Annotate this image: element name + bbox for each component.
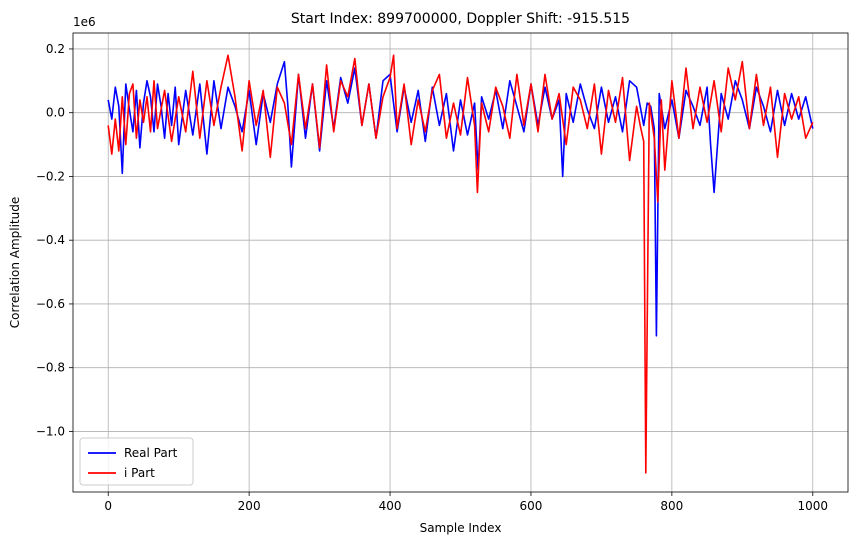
series-line-real-part — [107, 60, 814, 337]
series-lines — [107, 54, 814, 474]
series-line-i-part — [107, 54, 814, 474]
chart-title: Start Index: 899700000, Doppler Shift: -… — [291, 11, 630, 27]
y-axis-offset-label: 1e6 — [73, 15, 96, 29]
y-tick-label: −0.8 — [36, 361, 65, 375]
x-tick-label: 200 — [238, 499, 261, 513]
axis-ticks: 0 200 400 600 800 1000 0.2 0.0 −0.2 −0.4 −0.6 −0.8 −… — [36, 42, 828, 513]
y-tick-label: −1.0 — [36, 424, 65, 438]
grid — [73, 33, 848, 492]
y-tick-label: −0.6 — [36, 297, 65, 311]
x-tick-label: 0 — [104, 499, 112, 513]
plot-frame — [72, 32, 849, 493]
y-tick-label: −0.2 — [36, 169, 65, 183]
x-tick-label: 400 — [379, 499, 402, 513]
y-tick-label: 0.2 — [46, 42, 65, 56]
legend-label: i Part — [124, 466, 155, 480]
y-tick-label: −0.4 — [36, 233, 65, 247]
legend-label: Real Part — [124, 446, 178, 460]
x-tick-label: 600 — [520, 499, 543, 513]
y-axis-label: Correlation Amplitude — [8, 197, 22, 328]
x-axis-label: Sample Index — [420, 521, 502, 535]
legend: Real Part i Part — [79, 437, 194, 486]
x-tick-label: 1000 — [797, 499, 828, 513]
x-tick-label: 800 — [660, 499, 683, 513]
y-tick-label: 0.0 — [46, 106, 65, 120]
